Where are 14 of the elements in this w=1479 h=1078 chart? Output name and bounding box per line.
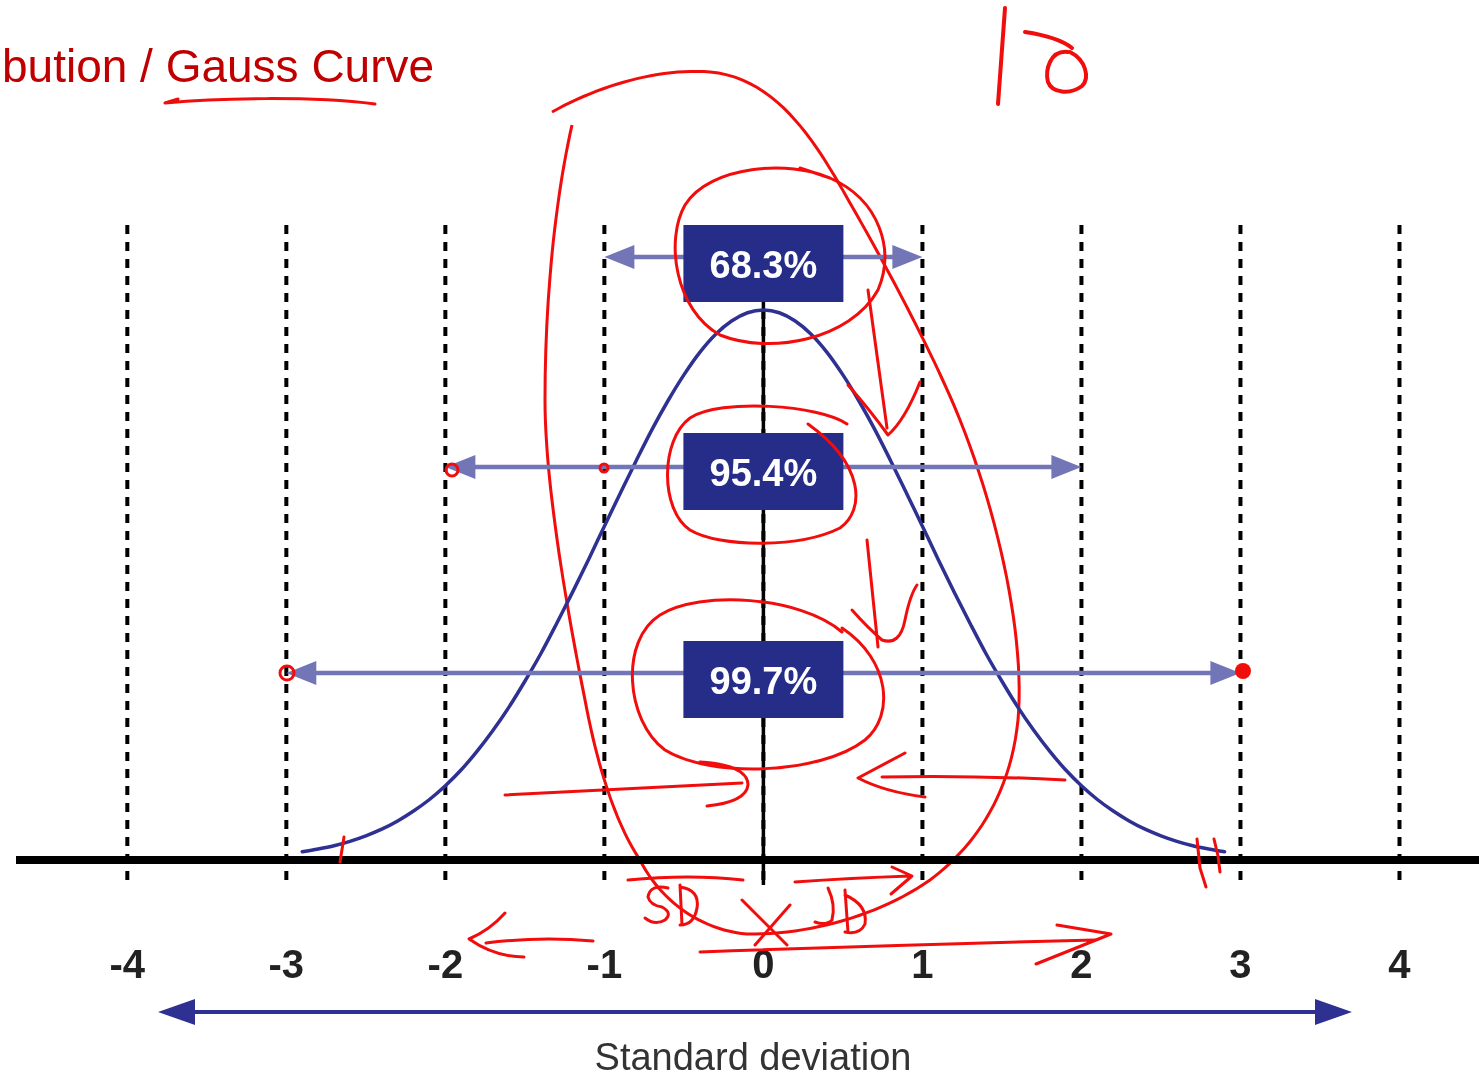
x-tick-label: 2 <box>1070 942 1093 986</box>
x-tick-label: -4 <box>109 942 146 986</box>
annotation: 99.7% <box>709 659 818 702</box>
x-tick-label: 3 <box>1229 942 1252 986</box>
x-tick-label: -2 <box>427 942 464 986</box>
x-axis-title: Standard deviation <box>594 1036 912 1078</box>
x-tick-label: -3 <box>268 942 305 986</box>
chart-title: bution / Gauss Curve <box>2 40 435 92</box>
text: 68.3% <box>709 243 818 286</box>
x-tick-label: -1 <box>586 942 623 986</box>
annotation: 95.4% <box>709 451 818 494</box>
x-tick-label: 1 <box>911 942 934 986</box>
x-tick-label: 0 <box>752 942 775 986</box>
x-tick-label: 4 <box>1388 942 1412 986</box>
